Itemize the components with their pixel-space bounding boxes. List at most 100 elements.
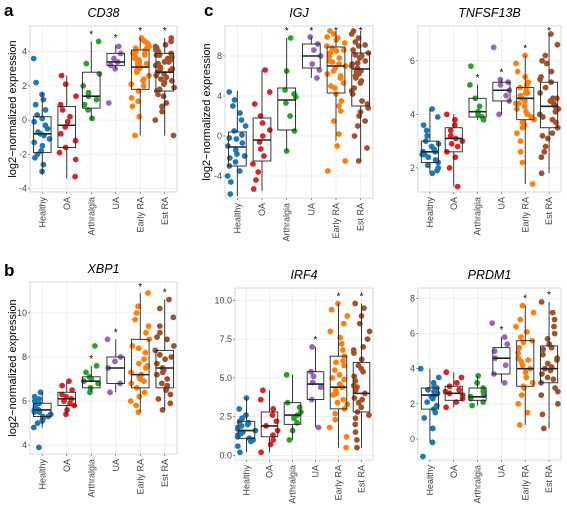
data-point [83,60,90,67]
data-point [291,91,297,97]
data-point [167,400,174,407]
data-point [162,356,169,363]
data-point [171,343,177,349]
data-point [336,103,342,109]
data-point [335,300,341,307]
box-early-ra [130,49,150,90]
data-point [468,63,474,70]
data-point [136,360,142,367]
data-point [451,122,458,128]
data-point [542,84,549,91]
data-point [538,392,545,398]
y-tick-label: 4 [217,91,222,101]
data-point [39,142,46,149]
data-point [239,132,245,138]
data-point [145,323,152,329]
data-point [283,100,289,106]
panel-irf4: 0.0 2.5 5.0 7.5 10.0 * * * Healthy OA Arthralgia UA… [214,268,374,504]
data-point [93,96,100,103]
data-point [362,42,368,48]
data-point [514,130,520,137]
data-point [331,118,337,124]
data-point [160,93,167,100]
data-point [543,60,550,67]
data-point [443,404,450,411]
data-point [361,305,367,311]
data-point [358,404,365,411]
data-point [310,373,317,380]
data-point [539,371,545,377]
data-point [538,154,545,161]
data-point [67,113,73,120]
data-point [338,98,345,104]
data-point [236,406,243,412]
data-point [156,305,163,312]
data-point [143,329,149,336]
box-ua [106,52,126,66]
panel-label: c [204,1,213,20]
data-point [417,365,424,372]
data-point [262,67,268,73]
data-point [513,100,519,107]
data-point [443,369,450,376]
data-point [134,60,141,67]
data-point [59,391,65,398]
data-point [518,392,525,398]
data-point [155,91,161,98]
data-point [80,83,87,89]
data-point [259,133,266,139]
panel-label: b [4,261,14,280]
data-point [270,437,277,443]
data-point [476,103,483,110]
x-tick-label: Arthralgia [86,197,96,236]
data-point [159,103,165,110]
data-point [333,390,340,397]
x-tick-label: Early RA [331,203,341,239]
data-point [540,346,547,353]
data-point [503,92,509,99]
data-point [513,60,519,67]
data-point [555,400,561,407]
data-point [458,374,465,381]
data-point [340,320,347,327]
x-tick-label: OA [62,459,72,472]
data-point [269,412,276,418]
x-tick-label: Healthy [242,465,252,496]
data-point [352,421,359,428]
data-point [329,59,336,65]
data-point [515,350,521,356]
significance-star: * [89,29,93,40]
data-point [362,118,368,124]
data-point [135,98,142,105]
significance-star: * [163,288,167,299]
data-point [317,384,324,391]
data-point [554,355,560,362]
y-tick-label: -4 [19,184,27,194]
data-point [328,83,334,89]
data-point [228,179,234,185]
data-point [424,132,431,139]
data-point [340,47,347,53]
data-point [519,302,526,309]
plot-background [29,25,178,193]
y-tick-label: 4 [410,109,415,119]
data-point [447,132,454,139]
data-point [40,161,47,168]
panel-title: XBP1 [87,262,120,276]
x-tick-label: Early RA [334,465,344,501]
data-point [158,76,164,82]
x-tick-label: UA [311,465,321,478]
x-tick-label: Arthralgia [282,203,292,242]
data-point [350,347,357,353]
data-point [251,101,258,107]
x-tick-label: Est RA [160,459,170,487]
data-point [515,400,522,407]
data-point [541,148,548,155]
box-early-ra [326,46,346,94]
data-point [145,290,151,296]
data-point [72,156,79,163]
data-point [224,173,231,179]
data-point [159,407,166,413]
significance-star: * [360,291,364,302]
data-point [258,449,264,456]
